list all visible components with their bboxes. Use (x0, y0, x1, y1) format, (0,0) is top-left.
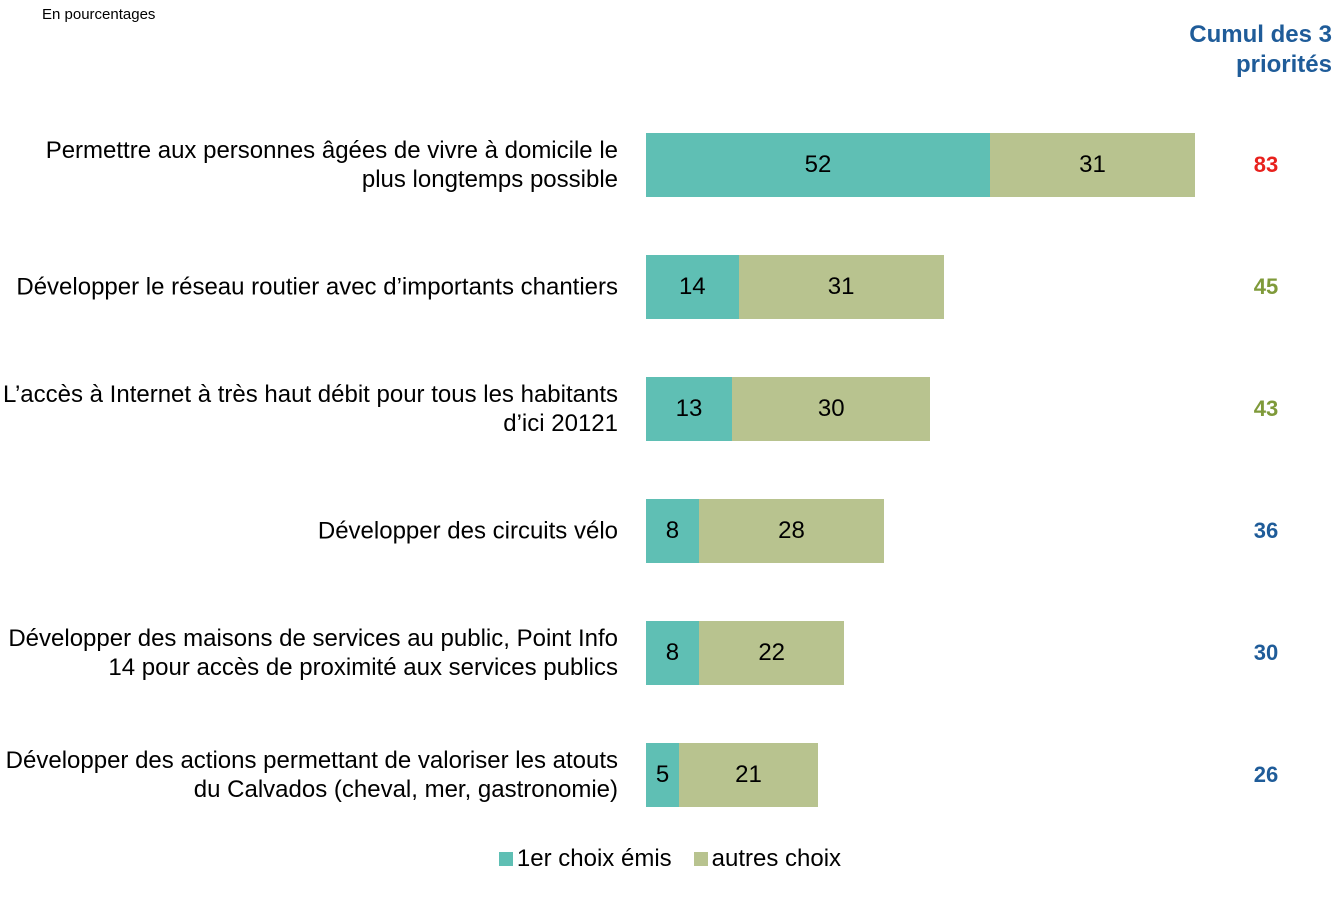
category-label: Permettre aux personnes âgées de vivre à… (45, 137, 618, 193)
category-label: Développer des maisons de services au pu… (8, 625, 618, 681)
bar-segment: 31 (989, 133, 1196, 197)
total-label: 45 (1253, 274, 1279, 299)
category-label: Développer des circuits vélo (317, 517, 618, 545)
data-label: 31 (827, 273, 855, 300)
bar-segment: 21 (679, 743, 818, 807)
bar-segment: 13 (646, 377, 732, 441)
data-label: 13 (675, 395, 703, 422)
category-label: Développer des actions permettant de val… (5, 747, 618, 803)
bar-segment: 5 (646, 743, 680, 807)
total-label: 43 (1253, 396, 1279, 421)
bar-segment: 52 (646, 133, 990, 197)
legend-item: 1er choix émis (498, 845, 672, 873)
totals-title: Cumul des 3 priorités (1189, 21, 1332, 78)
data-label: 31 (1079, 151, 1106, 178)
data-label: 52 (804, 151, 832, 178)
legend-swatch (693, 852, 708, 866)
category-label: Développer le réseau routier avec d’impo… (16, 273, 618, 301)
legend: 1er choix émis autres choix (0, 845, 1340, 873)
data-label: 14 (678, 273, 706, 300)
bar-segment: 22 (698, 621, 845, 685)
data-label: 30 (817, 395, 845, 422)
data-label: 5 (655, 761, 670, 788)
data-label: 22 (758, 639, 786, 666)
bar-segment: 14 (646, 255, 739, 319)
data-label: 8 (665, 639, 680, 666)
data-label: 21 (735, 761, 762, 788)
bar-segment: 31 (738, 255, 944, 319)
total-label: 30 (1253, 640, 1279, 665)
data-label: 8 (665, 517, 680, 544)
bar-segment: 8 (646, 621, 699, 685)
legend-item: autres choix (693, 845, 842, 873)
total-label: 36 (1253, 518, 1279, 543)
subtitle: En pourcentages (42, 6, 156, 23)
bar-segment: 28 (698, 499, 885, 563)
legend-swatch (498, 852, 513, 866)
category-label: L’accès à Internet à très haut débit pou… (2, 381, 618, 437)
total-label: 26 (1253, 762, 1279, 787)
legend-label: 1er choix émis (516, 845, 672, 872)
bar-segment: 30 (731, 377, 931, 441)
legend-label: autres choix (711, 845, 842, 872)
data-label: 28 (778, 517, 805, 544)
bar-segment: 8 (646, 499, 699, 563)
total-label: 83 (1253, 152, 1279, 177)
